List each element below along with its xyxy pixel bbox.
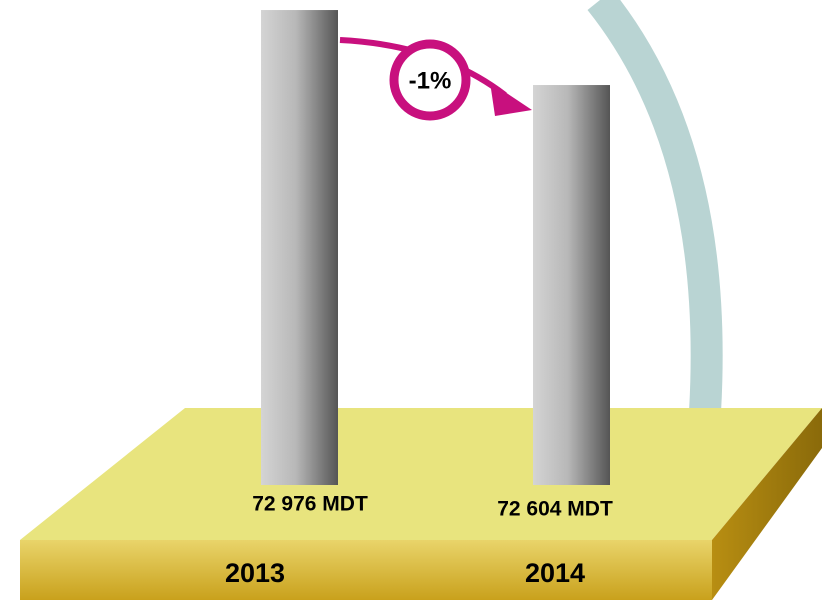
value-label: 72 976 MDT xyxy=(252,493,368,516)
value-label: 72 604 MDT xyxy=(497,498,613,521)
bars xyxy=(261,10,610,485)
category-label: 2014 xyxy=(525,558,585,588)
platform-side xyxy=(712,408,822,600)
platform-front xyxy=(20,540,712,600)
bar xyxy=(261,10,338,485)
decor-arc xyxy=(587,0,723,413)
arrow-head xyxy=(490,82,532,116)
bar xyxy=(533,85,610,485)
badge xyxy=(389,39,471,121)
annotation: -1% xyxy=(409,67,452,94)
category-label: 2013 xyxy=(225,558,285,588)
platform-top xyxy=(20,408,822,540)
